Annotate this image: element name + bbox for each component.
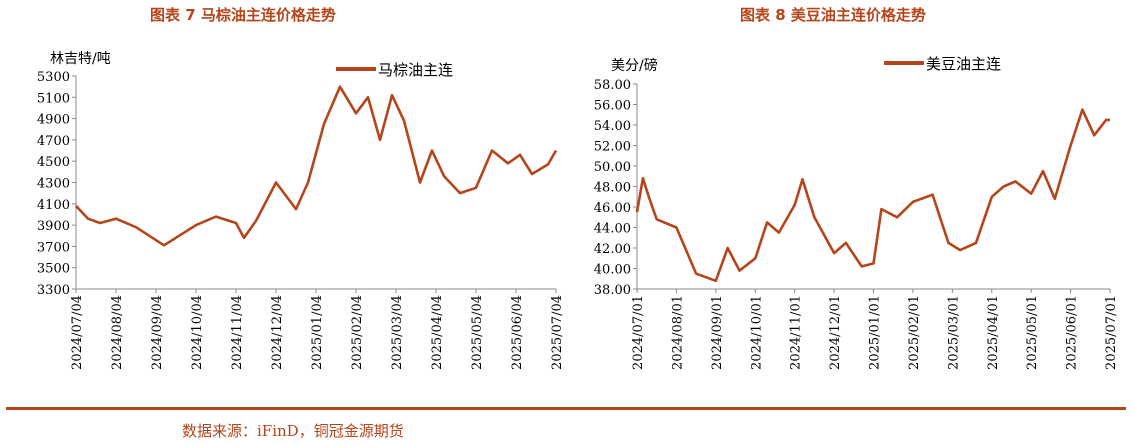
y-tick-label: 40.00: [594, 263, 631, 278]
x-tick-label: 2025/01/01: [868, 295, 883, 370]
x-tick-label: 2024/11/01: [789, 295, 804, 370]
x-tick-label: 2024/07/04: [70, 295, 85, 370]
y-tick-label: 3300: [37, 283, 70, 298]
x-tick-label: 2025/06/04: [510, 295, 525, 370]
y-tick-label: 4500: [37, 155, 70, 170]
source-note: 数据来源：iFinD，铜冠金源期货: [182, 422, 404, 440]
y-axis-label: 林吉特/吨: [50, 51, 111, 67]
x-tick-label: 2024/08/01: [670, 295, 685, 370]
y-tick-label: 38.00: [594, 283, 631, 298]
y-tick-label: 3500: [37, 262, 70, 277]
x-tick-label: 2025/03/01: [946, 295, 961, 370]
x-tick-label: 2024/11/04: [230, 295, 245, 370]
legend-label: 美豆油主连: [926, 55, 1001, 73]
y-tick-label: 4700: [37, 134, 70, 149]
y-tick-label: 48.00: [594, 181, 631, 196]
y-tick-label: 5100: [37, 91, 70, 106]
y-tick-label: 50.00: [594, 160, 631, 175]
chart-title-palm-oil: 图表 7 马棕油主连价格走势: [150, 6, 336, 24]
x-tick-label: 2025/07/04: [550, 295, 565, 370]
x-tick-label: 2025/04/01: [986, 295, 1001, 370]
x-tick-label: 2025/03/04: [390, 295, 405, 370]
chart-title-soybean-oil: 图表 8 美豆油主连价格走势: [740, 6, 926, 24]
legend-label: 马棕油主连: [378, 61, 453, 79]
y-tick-label: 3900: [37, 219, 70, 234]
y-tick-label: 56.00: [594, 99, 631, 114]
x-tick-label: 2025/05/04: [470, 295, 485, 370]
y-tick-label: 5300: [37, 70, 70, 85]
source-divider: [6, 407, 1126, 410]
y-tick-label: 44.00: [594, 222, 631, 237]
y-axis-label: 美分/磅: [611, 57, 658, 74]
x-tick-label: 2024/12/04: [270, 295, 285, 370]
y-tick-label: 52.00: [594, 140, 631, 155]
x-tick-label: 2024/07/01: [631, 295, 646, 370]
y-tick-label: 42.00: [594, 242, 631, 257]
x-tick-label: 2025/02/04: [350, 295, 365, 370]
y-tick-label: 3700: [37, 240, 70, 255]
x-tick-label: 2025/02/01: [907, 295, 922, 370]
x-tick-label: 2024/08/04: [110, 295, 125, 370]
y-tick-label: 46.00: [594, 201, 631, 216]
y-tick-label: 4300: [37, 177, 70, 192]
x-tick-label: 2025/05/01: [1025, 295, 1040, 370]
series-line: [75, 85, 558, 247]
x-tick-label: 2024/10/01: [749, 295, 764, 370]
x-tick-label: 2024/12/01: [828, 295, 843, 370]
x-tick-label: 2025/07/01: [1104, 295, 1119, 370]
y-tick-label: 4900: [37, 113, 70, 128]
x-tick-label: 2024/10/04: [190, 295, 205, 370]
y-tick-label: 54.00: [594, 119, 631, 134]
x-tick-label: 2024/09/01: [710, 295, 725, 370]
x-tick-label: 2024/09/04: [150, 295, 165, 370]
x-tick-label: 2025/01/04: [310, 295, 325, 370]
x-tick-label: 2025/06/01: [1065, 295, 1080, 370]
y-tick-label: 58.00: [594, 78, 631, 93]
series-line: [635, 108, 1110, 283]
x-tick-label: 2025/04/04: [430, 295, 445, 370]
y-tick-label: 4100: [37, 198, 70, 213]
